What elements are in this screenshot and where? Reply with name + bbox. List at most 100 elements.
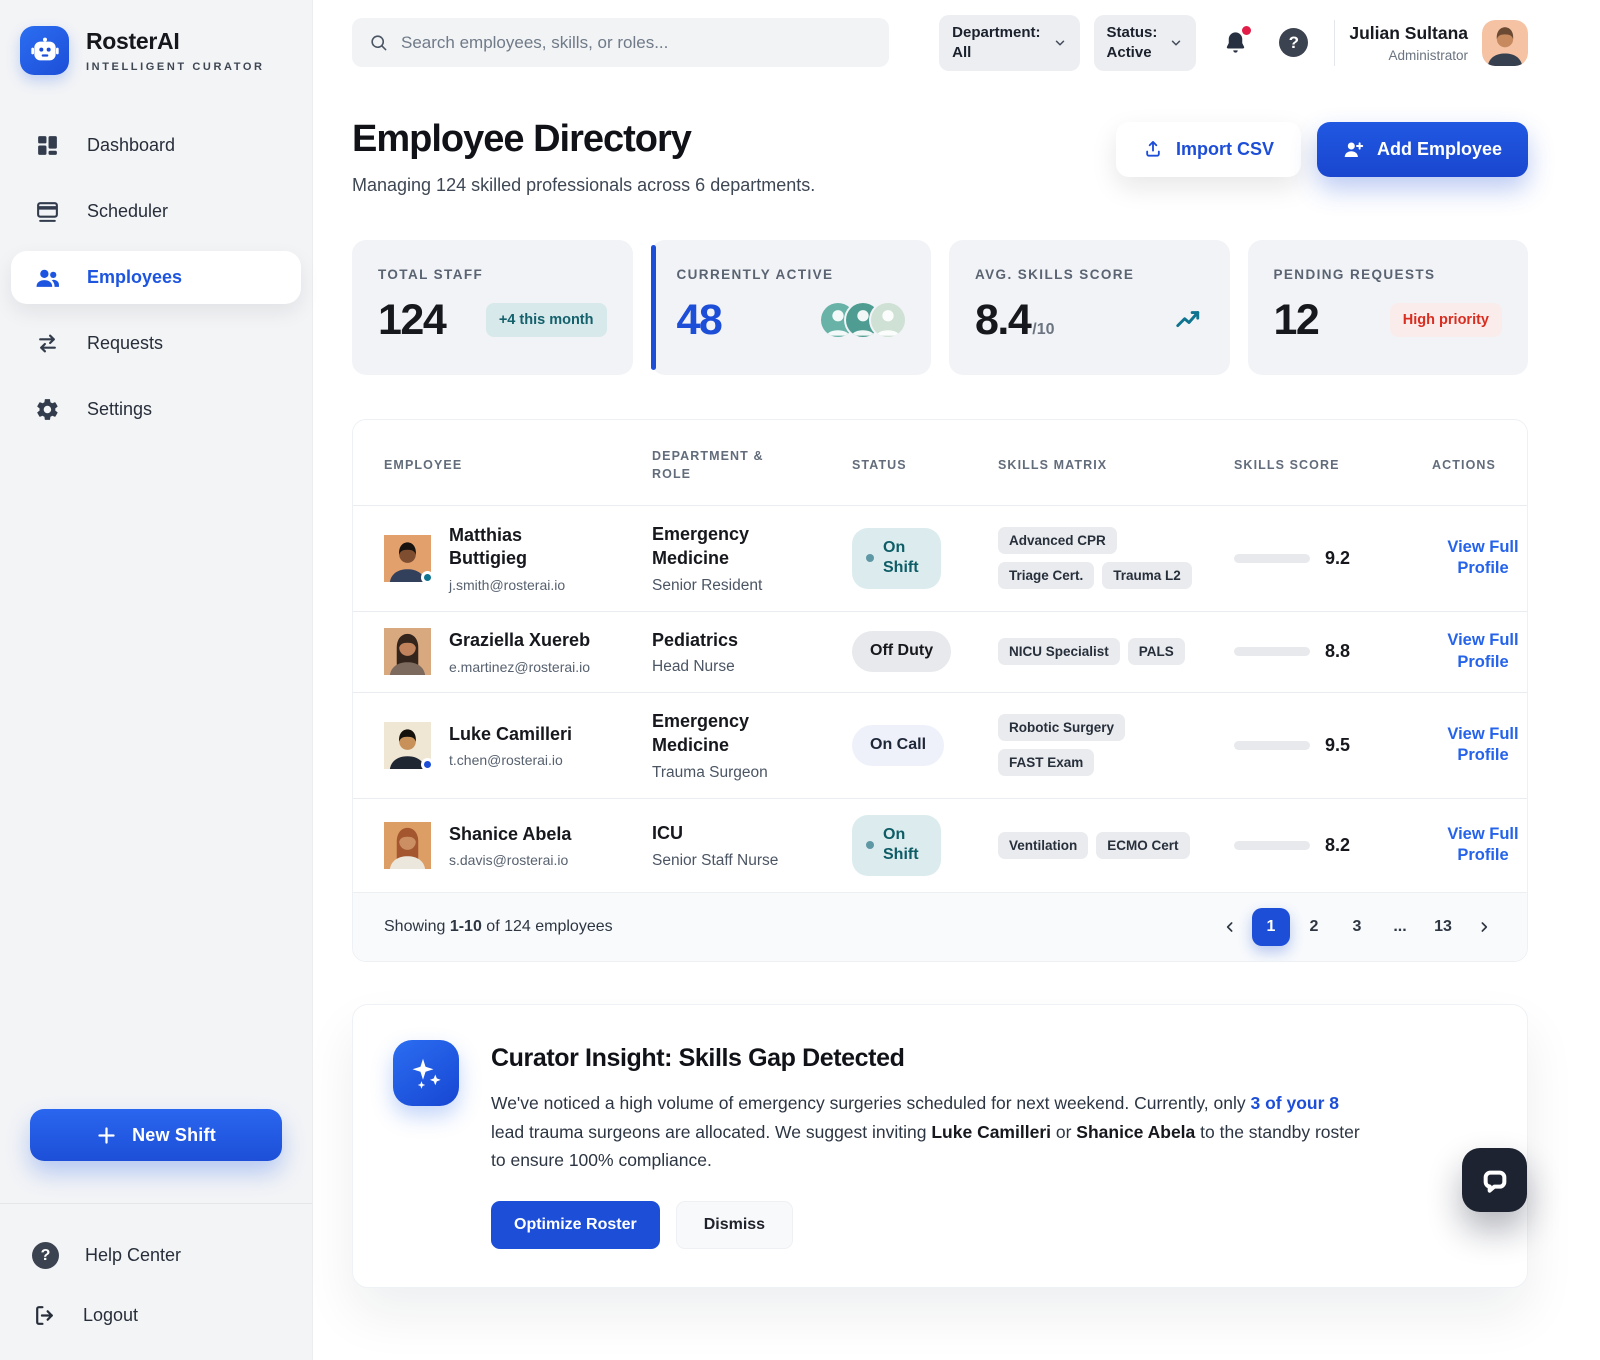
employee-email: t.chen@rosterai.io: [449, 751, 563, 768]
skill-badge: Advanced CPR: [998, 527, 1117, 555]
employees-icon: [35, 265, 60, 290]
new-shift-label: New Shift: [132, 1124, 216, 1145]
avatar: [384, 534, 434, 584]
role: Senior Staff Nurse: [652, 851, 779, 869]
employee-email: e.martinez@rosterai.io: [449, 658, 591, 675]
avatar: [384, 821, 431, 869]
table-header-row: EMPLOYEE DEPARTMENT & ROLE STATUS SKILLS…: [353, 420, 1527, 506]
sidebar-item-employees[interactable]: Employees: [11, 251, 301, 304]
stat-suffix: /10: [1032, 320, 1055, 338]
role: Senior Resident: [652, 576, 763, 594]
dashboard-icon: [35, 133, 60, 158]
import-csv-button[interactable]: Import CSV: [1115, 121, 1301, 177]
status-filter-value: Active: [1106, 43, 1152, 61]
sidebar-item-scheduler[interactable]: Scheduler: [11, 185, 301, 238]
skills-matrix: NICU Specialist PALS: [998, 638, 1234, 666]
page-button-13[interactable]: 13: [1424, 908, 1462, 946]
skill-badge: FAST Exam: [998, 749, 1095, 777]
search-icon: [371, 35, 387, 51]
chevron-down-icon: [1055, 40, 1064, 46]
add-employee-button[interactable]: Add Employee: [1316, 121, 1528, 177]
employee-email: j.smith@rosterai.io: [449, 576, 566, 593]
header-divider: [1334, 19, 1336, 66]
stat-label: CURRENTLY ACTIVE: [676, 266, 834, 282]
help-button[interactable]: ?: [1279, 28, 1309, 58]
status-badge: On Shift: [852, 527, 941, 590]
view-full-profile-link[interactable]: View Full Profile: [1447, 724, 1519, 765]
gear-icon: [35, 397, 60, 422]
employee-email: s.davis@rosterai.io: [449, 852, 569, 869]
page-header: Employee Directory Managing 124 skilled …: [352, 118, 1528, 196]
employee-name: Matthias Buttigieg: [449, 525, 527, 569]
skills-score: 8.2: [1234, 835, 1432, 856]
department: Pediatrics: [652, 629, 739, 650]
department: ICU: [652, 823, 683, 844]
stat-value: 48: [676, 295, 723, 344]
employee-name: Graziella Xuereb: [449, 630, 591, 651]
optimize-roster-button[interactable]: Optimize Roster: [491, 1201, 660, 1250]
score-value: 8.8: [1325, 641, 1351, 662]
column-header-skills-matrix: SKILLS MATRIX: [998, 457, 1108, 472]
page-button-3[interactable]: 3: [1338, 908, 1376, 946]
results-count: Showing 1-10 of 124 employees: [384, 918, 613, 936]
skill-badge: ECMO Cert: [1096, 831, 1190, 859]
user-avatar[interactable]: [1482, 19, 1528, 66]
sidebar-item-settings[interactable]: Settings: [11, 383, 301, 436]
employee-table: EMPLOYEE DEPARTMENT & ROLE STATUS SKILLS…: [352, 418, 1528, 963]
column-header-skills-score: SKILLS SCORE: [1234, 457, 1340, 472]
skills-score: 8.8: [1234, 641, 1432, 662]
status-dot-icon: [866, 841, 874, 850]
role: Head Nurse: [652, 657, 735, 675]
status-filter-dropdown[interactable]: Status: Active: [1093, 15, 1197, 71]
department-filter-label: Department:: [952, 24, 1041, 41]
stat-card-total-staff: TOTAL STAFF 124 +4 this month: [352, 239, 633, 375]
score-bar: [1234, 840, 1310, 850]
help-center-item[interactable]: ? Help Center: [20, 1230, 292, 1281]
search-bar[interactable]: [352, 18, 889, 68]
view-full-profile-link[interactable]: View Full Profile: [1447, 537, 1519, 578]
department: Emergency Medicine: [652, 710, 750, 756]
curator-insight-panel: Curator Insight: Skills Gap Detected We'…: [352, 1004, 1528, 1289]
pagination-next-button[interactable]: [1467, 908, 1501, 946]
sidebar-item-label: Scheduler: [87, 201, 169, 221]
stat-card-avg-skills-score: AVG. SKILLS SCORE 8.4/10: [949, 239, 1230, 375]
skill-badge: NICU Specialist: [998, 638, 1120, 666]
notifications-button[interactable]: [1222, 26, 1252, 56]
top-bar: Department: All Status: Active ? Julian …: [352, 0, 1528, 71]
stat-cards: TOTAL STAFF 124 +4 this month CURRENTLY …: [352, 239, 1528, 375]
chat-fab-button[interactable]: [1462, 1148, 1527, 1212]
stat-label: PENDING REQUESTS: [1273, 266, 1436, 282]
column-header-actions: ACTIONS: [1432, 457, 1496, 472]
logout-item[interactable]: Logout: [20, 1291, 292, 1340]
brand-name: RosterAI: [86, 28, 180, 54]
view-full-profile-link[interactable]: View Full Profile: [1447, 631, 1519, 671]
insight-title: Curator Insight: Skills Gap Detected: [491, 1044, 905, 1073]
user-name: Julian Sultana: [1349, 22, 1468, 43]
mini-avatar: [871, 303, 905, 338]
page-button-1[interactable]: 1: [1252, 908, 1290, 947]
skills-matrix: Robotic Surgery FAST Exam: [998, 714, 1234, 777]
department: Emergency Medicine: [652, 524, 750, 569]
table-footer: Showing 1-10 of 124 employees 1 2 3... 13: [353, 892, 1527, 962]
dismiss-button[interactable]: Dismiss: [675, 1201, 794, 1250]
pagination-prev-button[interactable]: [1213, 908, 1247, 946]
department-filter-dropdown[interactable]: Department: All: [939, 15, 1080, 71]
avatar: [384, 628, 431, 676]
search-input[interactable]: [401, 32, 872, 53]
sidebar-item-dashboard[interactable]: Dashboard: [11, 119, 301, 172]
new-shift-button[interactable]: New Shift: [30, 1109, 282, 1161]
pagination: 1 2 3... 13: [1213, 908, 1501, 947]
skill-badge: Triage Cert.: [998, 562, 1095, 590]
view-full-profile-link[interactable]: View Full Profile: [1447, 824, 1519, 865]
chevron-right-icon: [1481, 922, 1488, 932]
sidebar-item-label: Requests: [87, 333, 164, 353]
skill-badge: Robotic Surgery: [998, 714, 1126, 742]
help-center-label: Help Center: [85, 1245, 182, 1265]
page-button-2[interactable]: 2: [1295, 908, 1333, 946]
sidebar-footer: ? Help Center Logout: [0, 1203, 312, 1360]
high-priority-badge: High priority: [1389, 303, 1502, 338]
upload-icon: [1146, 141, 1160, 157]
user-menu[interactable]: Julian Sultana Administrator: [1349, 23, 1468, 63]
sidebar-item-requests[interactable]: Requests: [11, 317, 301, 370]
status-dot-icon: [866, 554, 874, 563]
